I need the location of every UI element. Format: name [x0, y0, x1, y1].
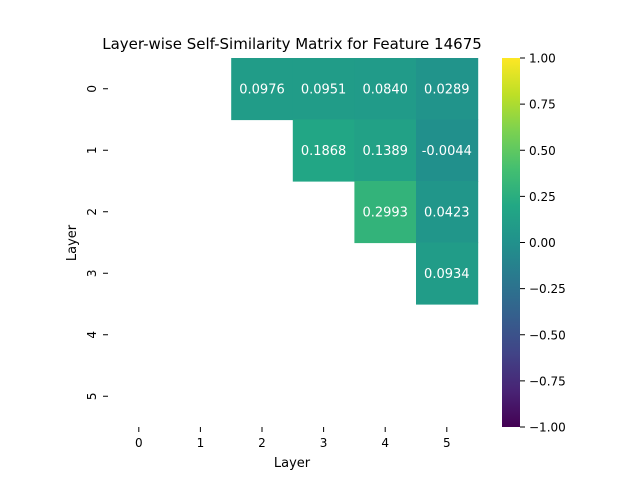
- colorbar-gradient: [502, 58, 520, 427]
- y-axis-ticks: 0 1 2 3 4 5: [85, 85, 108, 400]
- colorbar-tick-label: 0.50: [529, 144, 556, 158]
- colorbar: 1.00 0.75 0.50 0.25 0.00 −0.25 −0.50 −0.75 −1.00: [502, 52, 566, 435]
- cell-value-label: 0.1389: [362, 144, 408, 159]
- cell-value-label: 0.2993: [362, 205, 408, 220]
- x-tick-label: 5: [443, 436, 451, 450]
- heatmap-cell: [416, 242, 479, 305]
- x-tick-label: 1: [197, 436, 205, 450]
- colorbar-tick-label: 0.00: [529, 236, 556, 250]
- colorbar-tick-label: 0.25: [529, 190, 556, 204]
- y-axis-label: Layer: [65, 224, 80, 261]
- colorbar-tick-label: −0.50: [529, 328, 566, 342]
- cell-value-label: 0.0840: [362, 82, 408, 97]
- heatmap-cell: [416, 58, 479, 121]
- colorbar-ticks: 1.00 0.75 0.50 0.25 0.00 −0.25 −0.50 −0.75 −1.00: [520, 52, 566, 435]
- cell-value-label: 0.0951: [301, 82, 347, 97]
- cell-value-label: 0.0976: [239, 82, 285, 97]
- heatmap-cell: [416, 119, 479, 182]
- cell-value-label: 0.0423: [424, 205, 470, 220]
- cell-value-label: 0.0289: [424, 82, 470, 97]
- x-tick-label: 2: [258, 436, 266, 450]
- heatmap-cell: [292, 119, 355, 182]
- y-tick-label: 4: [85, 331, 99, 339]
- cell-value-label: 0.1868: [301, 144, 347, 159]
- x-tick-label: 4: [381, 436, 389, 450]
- y-tick-label: 1: [85, 146, 99, 154]
- colorbar-tick-label: 1.00: [529, 52, 556, 66]
- cell-value-label: 0.0934: [424, 267, 470, 282]
- heatmap-cell: [416, 181, 479, 244]
- x-axis-ticks: 0 1 2 3 4 5: [135, 427, 451, 450]
- x-axis-label: Layer: [274, 456, 311, 471]
- heatmap-cell: [292, 58, 355, 121]
- colorbar-tick-label: −0.25: [529, 282, 566, 296]
- heatmap-cell: [354, 119, 417, 182]
- colorbar-tick-label: −0.75: [529, 374, 566, 388]
- y-tick-label: 2: [85, 208, 99, 216]
- heatmap-cell: [231, 58, 294, 121]
- y-tick-label: 5: [85, 392, 99, 400]
- heatmap-cells: 0.0976 0.0951 0.0840 0.0289 0.1868 0.1389 -0.0…: [231, 58, 479, 305]
- x-tick-label: 0: [135, 436, 143, 450]
- heatmap-cell: [354, 58, 417, 121]
- colorbar-tick-label: 0.75: [529, 98, 556, 112]
- colorbar-tick-label: −1.00: [529, 421, 566, 435]
- y-tick-label: 3: [85, 269, 99, 277]
- x-tick-label: 3: [320, 436, 328, 450]
- y-tick-label: 0: [85, 85, 99, 93]
- chart-title: Layer-wise Self-Similarity Matrix for Fe…: [102, 35, 482, 53]
- heatmap-cell: [354, 181, 417, 244]
- cell-value-label: -0.0044: [422, 144, 472, 159]
